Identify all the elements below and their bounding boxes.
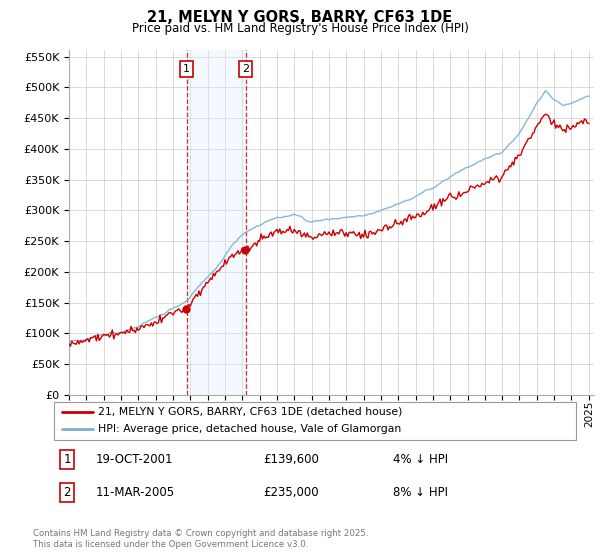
Text: 1: 1 bbox=[183, 64, 190, 74]
Text: 4% ↓ HPI: 4% ↓ HPI bbox=[394, 452, 448, 466]
Text: 1: 1 bbox=[64, 452, 71, 466]
Text: 2: 2 bbox=[64, 486, 71, 500]
Text: £235,000: £235,000 bbox=[263, 486, 319, 500]
Text: 19-OCT-2001: 19-OCT-2001 bbox=[96, 452, 173, 466]
Text: 21, MELYN Y GORS, BARRY, CF63 1DE (detached house): 21, MELYN Y GORS, BARRY, CF63 1DE (detac… bbox=[98, 407, 403, 417]
Text: Contains HM Land Registry data © Crown copyright and database right 2025.
This d: Contains HM Land Registry data © Crown c… bbox=[33, 529, 368, 549]
Text: HPI: Average price, detached house, Vale of Glamorgan: HPI: Average price, detached house, Vale… bbox=[98, 424, 401, 435]
Text: 11-MAR-2005: 11-MAR-2005 bbox=[96, 486, 175, 500]
Text: 8% ↓ HPI: 8% ↓ HPI bbox=[394, 486, 448, 500]
Text: 2: 2 bbox=[242, 64, 249, 74]
Text: Price paid vs. HM Land Registry's House Price Index (HPI): Price paid vs. HM Land Registry's House … bbox=[131, 22, 469, 35]
Text: £139,600: £139,600 bbox=[263, 452, 319, 466]
FancyBboxPatch shape bbox=[54, 402, 576, 440]
Bar bbox=[187, 50, 245, 395]
Text: 21, MELYN Y GORS, BARRY, CF63 1DE: 21, MELYN Y GORS, BARRY, CF63 1DE bbox=[148, 10, 452, 25]
